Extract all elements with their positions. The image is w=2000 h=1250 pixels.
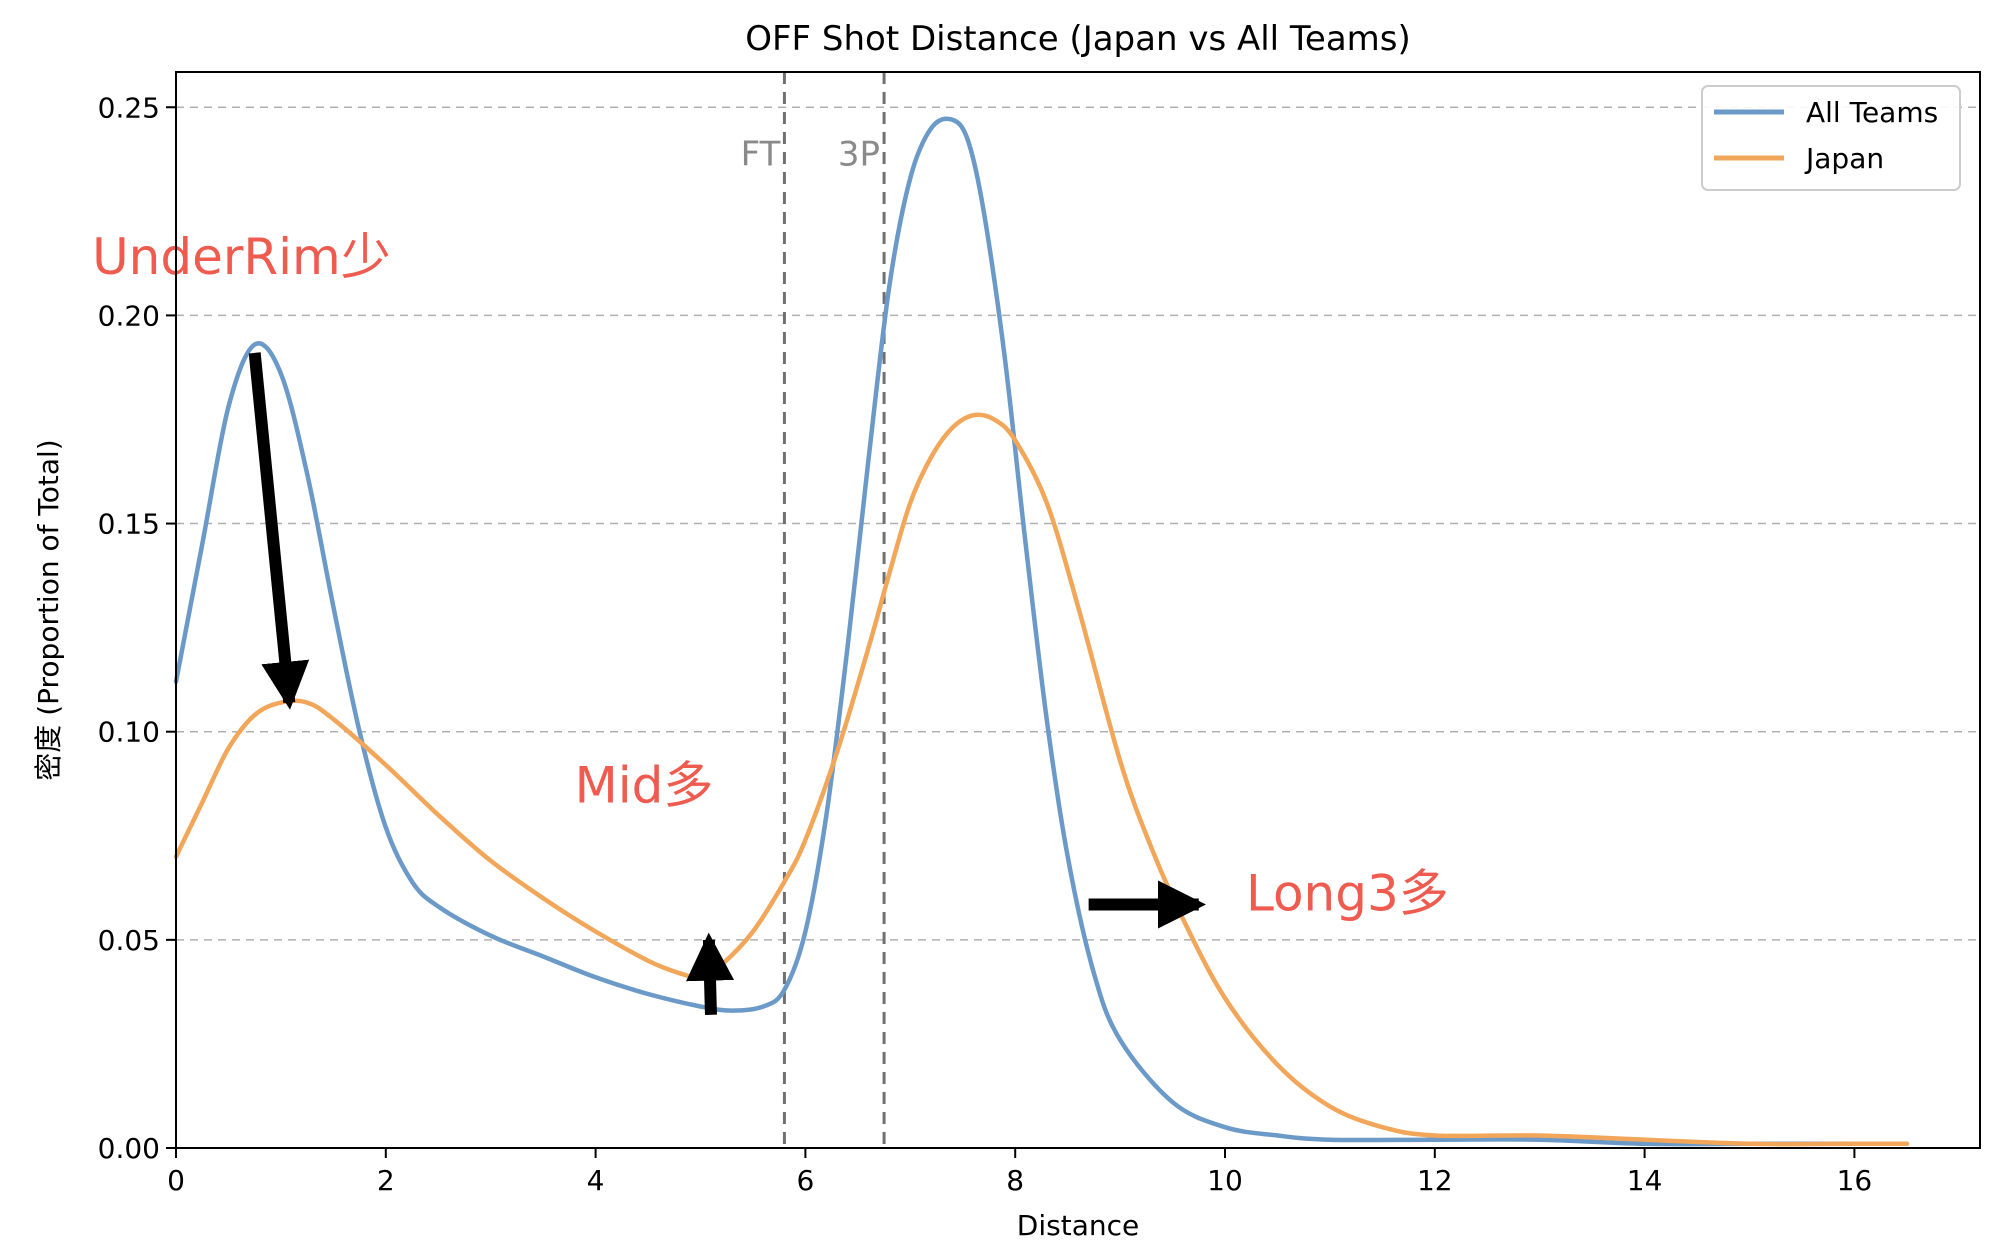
x-axis-label: Distance [1017,1209,1139,1242]
reference-label-3p: 3P [838,135,880,175]
x-tick-label: 6 [796,1164,814,1197]
annotation-text-3: Long3多 [1246,865,1449,923]
y-axis-ticks: 0.00 0.05 0.10 0.15 0.20 0.25 [98,91,176,1165]
reference-lines: FT 3P [741,72,886,1148]
y-tick-label: 0.25 [98,91,160,124]
legend-label-japan: Japan [1804,142,1884,175]
arrow-layer [248,352,1206,1015]
chart-title: OFF Shot Distance (Japan vs All Teams) [745,19,1411,59]
legend-label-all-teams: All Teams [1806,96,1938,129]
y-tick-label: 0.10 [98,716,160,749]
reference-label-ft: FT [741,135,781,175]
series-line-japan [173,412,1910,1147]
plot-area-frame [175,71,1981,1149]
x-tick-label: 10 [1207,1164,1243,1197]
x-tick-label: 4 [587,1164,605,1197]
x-tick-label: 12 [1417,1164,1453,1197]
legend: All Teams Japan [1701,85,1961,191]
x-tick-label: 0 [167,1164,185,1197]
x-tick-label: 8 [1006,1164,1024,1197]
series-line-all-teams [173,116,1910,1147]
annotation-layer: UnderRim少 Mid多 Long3多 [92,228,1449,923]
y-tick-label: 0.20 [98,299,160,332]
y-tick-label: 0.15 [98,508,160,541]
annotation-arrow-2 [686,932,735,1015]
y-tick-label: 0.00 [98,1132,160,1165]
x-tick-label: 14 [1627,1164,1663,1197]
y-tick-label: 0.05 [98,924,160,957]
x-tick-label: 16 [1837,1164,1873,1197]
x-tick-label: 2 [377,1164,395,1197]
series-layer [173,116,1910,1147]
x-axis-ticks: 0 2 4 6 8 10 12 14 16 [167,1148,1872,1197]
annotation-arrow-1 [248,352,310,710]
annotation-text-1: UnderRim少 [92,228,391,286]
y-axis-label: 密度 (Proportion of Total) [32,439,65,780]
annotation-text-2: Mid多 [575,756,714,814]
grid [176,106,1980,941]
